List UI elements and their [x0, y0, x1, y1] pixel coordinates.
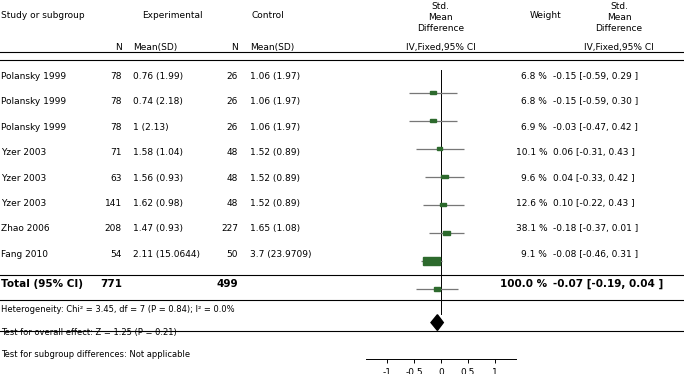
Text: Polansky 1999: Polansky 1999 [1, 97, 66, 106]
Text: 0.04 [-0.33, 0.42 ]: 0.04 [-0.33, 0.42 ] [553, 174, 634, 183]
Text: Weight: Weight [530, 11, 562, 20]
Text: Std.
Mean
Difference: Std. Mean Difference [596, 2, 642, 33]
Text: Heterogeneity: Chi² = 3.45, df = 7 (P = 0.84); I² = 0.0%: Heterogeneity: Chi² = 3.45, df = 7 (P = … [1, 305, 235, 314]
Text: 78: 78 [110, 123, 122, 132]
Text: 1.47 (0.93): 1.47 (0.93) [133, 224, 183, 233]
Text: 71: 71 [110, 148, 122, 157]
Text: 1.52 (0.89): 1.52 (0.89) [250, 174, 300, 183]
Text: 9.1 %: 9.1 % [521, 250, 547, 259]
Text: 1.56 (0.93): 1.56 (0.93) [133, 174, 183, 183]
Text: 141: 141 [105, 199, 122, 208]
Bar [430, 119, 436, 122]
Text: Polansky 1999: Polansky 1999 [1, 72, 66, 81]
Polygon shape [431, 315, 443, 331]
Text: 54: 54 [110, 250, 122, 259]
Text: Control: Control [252, 11, 285, 20]
Text: 12.6 %: 12.6 % [516, 199, 547, 208]
Text: 0.10 [-0.22, 0.43 ]: 0.10 [-0.22, 0.43 ] [553, 199, 634, 208]
Text: Test for subgroup differences: Not applicable: Test for subgroup differences: Not appli… [1, 350, 190, 359]
Text: 208: 208 [105, 224, 122, 233]
Text: 6.8 %: 6.8 % [521, 97, 547, 106]
Text: -0.15 [-0.59, 0.29 ]: -0.15 [-0.59, 0.29 ] [553, 72, 637, 81]
Text: 3.7 (23.9709): 3.7 (23.9709) [250, 250, 311, 259]
Bar [434, 287, 440, 291]
Text: 26: 26 [226, 72, 238, 81]
Text: 6.9 %: 6.9 % [521, 123, 547, 132]
Text: 48: 48 [226, 174, 238, 183]
Text: 1.06 (1.97): 1.06 (1.97) [250, 123, 300, 132]
Text: 499: 499 [216, 279, 238, 289]
Text: Test for overall effect: Z = 1.25 (P = 0.21): Test for overall effect: Z = 1.25 (P = 0… [1, 328, 177, 337]
Text: Study or subgroup: Study or subgroup [1, 11, 85, 20]
Text: 0.76 (1.99): 0.76 (1.99) [133, 72, 183, 81]
Text: 1.52 (0.89): 1.52 (0.89) [250, 148, 300, 157]
Text: 50: 50 [226, 250, 238, 259]
Bar [443, 231, 450, 235]
Text: IV,Fixed,95% CI: IV,Fixed,95% CI [406, 43, 475, 52]
Text: 0.06 [-0.31, 0.43 ]: 0.06 [-0.31, 0.43 ] [553, 148, 635, 157]
Text: 48: 48 [226, 199, 238, 208]
Text: Yzer 2003: Yzer 2003 [1, 174, 47, 183]
Text: 38.1 %: 38.1 % [516, 224, 547, 233]
Text: 2.11 (15.0644): 2.11 (15.0644) [133, 250, 200, 259]
Text: 78: 78 [110, 72, 122, 81]
Text: 6.8 %: 6.8 % [521, 72, 547, 81]
Text: N: N [115, 43, 122, 52]
Text: -0.18 [-0.37, 0.01 ]: -0.18 [-0.37, 0.01 ] [553, 224, 638, 233]
Text: -0.03 [-0.47, 0.42 ]: -0.03 [-0.47, 0.42 ] [553, 123, 637, 132]
Text: Total (95% CI): Total (95% CI) [1, 279, 83, 289]
Text: Polansky 1999: Polansky 1999 [1, 123, 66, 132]
Text: 48: 48 [226, 148, 238, 157]
Text: 1.65 (1.08): 1.65 (1.08) [250, 224, 300, 233]
Text: 26: 26 [226, 123, 238, 132]
Text: Experimental: Experimental [142, 11, 203, 20]
Text: 100.0 %: 100.0 % [500, 279, 547, 289]
Text: Yzer 2003: Yzer 2003 [1, 199, 47, 208]
Bar [440, 203, 447, 206]
Text: Std.
Mean
Difference: Std. Mean Difference [417, 2, 464, 33]
Text: 1.06 (1.97): 1.06 (1.97) [250, 72, 300, 81]
Text: 227: 227 [221, 224, 238, 233]
Text: Zhao 2006: Zhao 2006 [1, 224, 50, 233]
Text: 26: 26 [226, 97, 238, 106]
Text: 1 (2.13): 1 (2.13) [133, 123, 169, 132]
Text: N: N [231, 43, 238, 52]
Text: Fang 2010: Fang 2010 [1, 250, 49, 259]
Text: 9.6 %: 9.6 % [521, 174, 547, 183]
Bar [423, 257, 440, 265]
Text: 1.06 (1.97): 1.06 (1.97) [250, 97, 300, 106]
Bar [430, 91, 436, 94]
Text: 1.52 (0.89): 1.52 (0.89) [250, 199, 300, 208]
Bar [441, 175, 447, 178]
Text: 63: 63 [110, 174, 122, 183]
Text: Mean(SD): Mean(SD) [133, 43, 178, 52]
Text: Mean(SD): Mean(SD) [250, 43, 294, 52]
Text: -0.15 [-0.59, 0.30 ]: -0.15 [-0.59, 0.30 ] [553, 97, 638, 106]
Text: IV,Fixed,95% CI: IV,Fixed,95% CI [584, 43, 654, 52]
Text: -0.08 [-0.46, 0.31 ]: -0.08 [-0.46, 0.31 ] [553, 250, 637, 259]
Text: 1.58 (1.04): 1.58 (1.04) [133, 148, 183, 157]
Text: -0.07 [-0.19, 0.04 ]: -0.07 [-0.19, 0.04 ] [553, 279, 663, 289]
Text: 0.74 (2.18): 0.74 (2.18) [133, 97, 183, 106]
Text: Yzer 2003: Yzer 2003 [1, 148, 47, 157]
Text: 1.62 (0.98): 1.62 (0.98) [133, 199, 183, 208]
Bar [437, 147, 443, 150]
Text: 78: 78 [110, 97, 122, 106]
Text: 10.1 %: 10.1 % [516, 148, 547, 157]
Text: 771: 771 [100, 279, 122, 289]
